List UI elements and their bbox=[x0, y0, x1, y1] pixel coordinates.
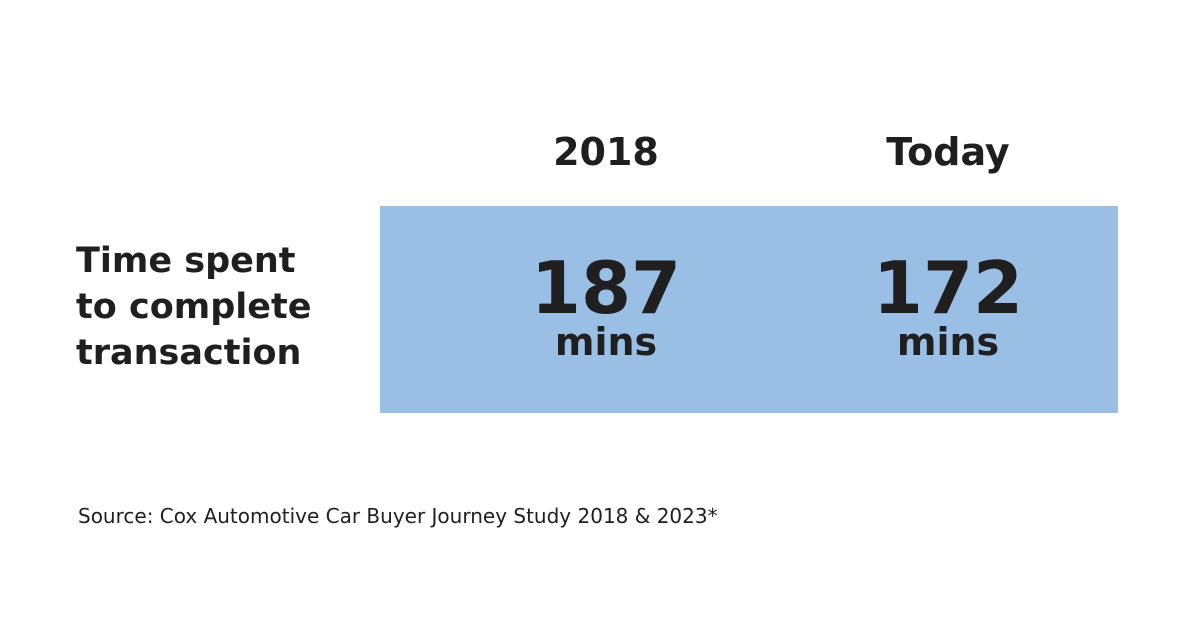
value-2018: 187 bbox=[530, 246, 682, 330]
unit-today: mins bbox=[896, 320, 1000, 364]
row-label-line-1: Time spent bbox=[76, 241, 296, 281]
row-label-line-2: to complete bbox=[76, 287, 312, 327]
value-highlight-box bbox=[380, 206, 1118, 413]
value-today: 172 bbox=[872, 246, 1024, 330]
value-cell-today: 172 mins bbox=[798, 248, 1098, 362]
unit-2018: mins bbox=[554, 320, 658, 364]
value-cell-2018: 187 mins bbox=[456, 248, 756, 362]
source-note: Source: Cox Automotive Car Buyer Journey… bbox=[78, 504, 718, 528]
column-header-2018: 2018 bbox=[553, 130, 659, 174]
column-header-today: Today bbox=[886, 130, 1010, 174]
row-label: Time spent to complete transaction bbox=[76, 238, 366, 376]
row-label-line-3: transaction bbox=[76, 333, 302, 373]
value-box-fill bbox=[380, 206, 1118, 413]
